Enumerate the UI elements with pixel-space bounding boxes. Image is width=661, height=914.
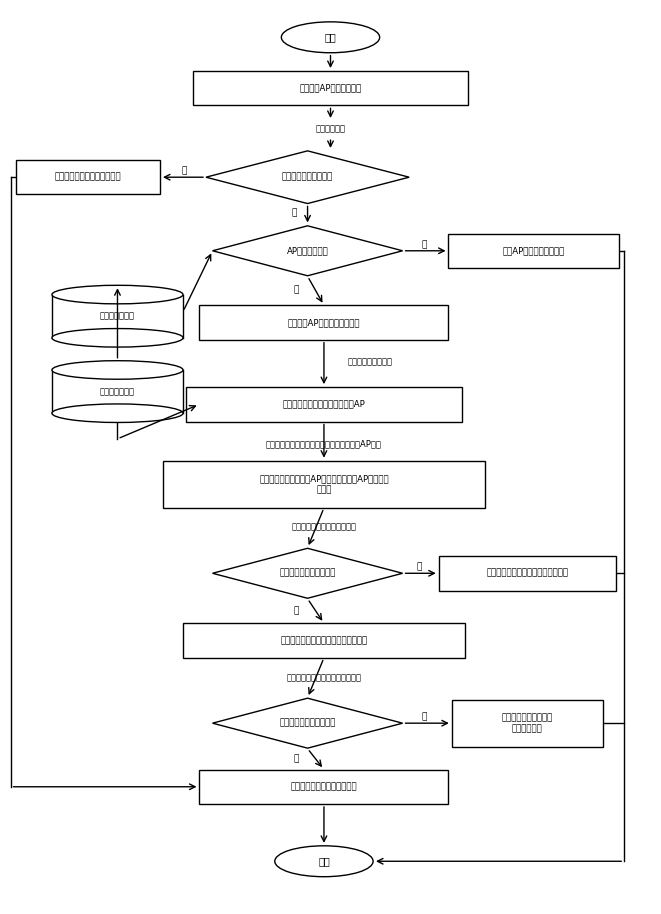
Text: 是: 是 <box>422 712 427 721</box>
Text: 无法定位，保持终端位置不变: 无法定位，保持终端位置不变 <box>55 173 122 182</box>
Text: 否: 否 <box>293 754 299 763</box>
Text: 近邻虚拟采样点的近邻AP与实时数据近邻AP进行匹配
和比较: 近邻虚拟采样点的近邻AP与实时数据近邻AP进行匹配 和比较 <box>259 474 389 494</box>
FancyBboxPatch shape <box>52 294 183 338</box>
Text: 环境信息数据库: 环境信息数据库 <box>100 312 135 321</box>
FancyBboxPatch shape <box>193 71 468 105</box>
FancyBboxPatch shape <box>448 233 619 268</box>
Ellipse shape <box>52 285 183 303</box>
Text: 否: 否 <box>293 606 299 615</box>
Text: 选取近邻AP和近邻虚拟采样点: 选取近邻AP和近邻虚拟采样点 <box>288 318 360 327</box>
Polygon shape <box>206 151 409 204</box>
Text: 是: 是 <box>417 562 422 571</box>
FancyBboxPatch shape <box>183 623 465 658</box>
Ellipse shape <box>275 845 373 877</box>
Text: 输出该虚拟采样点位置
作为定位结果: 输出该虚拟采样点位置 作为定位结果 <box>502 714 553 733</box>
Text: 判断是否满足定位条件: 判断是否满足定位条件 <box>282 173 333 182</box>
Polygon shape <box>213 226 403 276</box>
Text: 最匹配的近邻虚拟采样点集合: 最匹配的近邻虚拟采样点集合 <box>292 523 356 531</box>
Text: 结束: 结束 <box>318 856 330 866</box>
Text: 近邻虚拟采样点集合与近邻虚拟采样点近邻AP集合: 近邻虚拟采样点集合与近邻虚拟采样点近邻AP集合 <box>266 439 382 448</box>
Text: 权值最匹配的近邻虚拟采样点集合: 权值最匹配的近邻虚拟采样点集合 <box>286 674 362 682</box>
Text: 扫描信号输入: 扫描信号输入 <box>315 124 346 133</box>
Text: 是: 是 <box>292 208 297 218</box>
Text: 环境外部数据库: 环境外部数据库 <box>100 388 135 396</box>
Text: 近邻虚拟采样点集合: 近邻虚拟采样点集合 <box>347 357 393 367</box>
FancyBboxPatch shape <box>16 160 160 195</box>
Text: 否: 否 <box>293 285 299 294</box>
FancyBboxPatch shape <box>200 305 448 340</box>
Text: 存在某个虚拟采样点胜出: 存在某个虚拟采样点胜出 <box>280 569 336 578</box>
Ellipse shape <box>52 328 183 347</box>
FancyBboxPatch shape <box>163 461 485 508</box>
Text: 否: 否 <box>182 166 187 175</box>
Text: 是: 是 <box>422 239 427 249</box>
FancyBboxPatch shape <box>52 370 183 413</box>
Ellipse shape <box>52 404 183 422</box>
Text: 存在某个虚拟采样点胜出: 存在某个虚拟采样点胜出 <box>280 718 336 728</box>
Ellipse shape <box>52 361 183 379</box>
Text: 输出该虚拟采样点位置作为定位结果: 输出该虚拟采样点位置作为定位结果 <box>486 569 568 578</box>
Text: 输出AP位置作为定位结果: 输出AP位置作为定位结果 <box>502 246 564 255</box>
Text: 过滤环境AP以及信号平滑: 过滤环境AP以及信号平滑 <box>299 84 362 92</box>
Text: AP快速胜出判所: AP快速胜出判所 <box>287 246 329 255</box>
FancyBboxPatch shape <box>451 699 603 747</box>
Text: 无法定位，保持终端位置不变: 无法定位，保持终端位置不变 <box>291 782 357 792</box>
Polygon shape <box>213 698 403 749</box>
Ellipse shape <box>282 22 379 53</box>
FancyBboxPatch shape <box>186 387 461 421</box>
FancyBboxPatch shape <box>439 556 615 590</box>
FancyBboxPatch shape <box>200 770 448 804</box>
Polygon shape <box>213 548 403 599</box>
Text: 匹配度最高的虚拟采样点进行权值匹配: 匹配度最高的虚拟采样点进行权值匹配 <box>280 636 368 645</box>
Text: 开始: 开始 <box>325 32 336 42</box>
Text: 近邻虚拟采样点获取自己的近邻AP: 近邻虚拟采样点获取自己的近邻AP <box>282 399 366 409</box>
